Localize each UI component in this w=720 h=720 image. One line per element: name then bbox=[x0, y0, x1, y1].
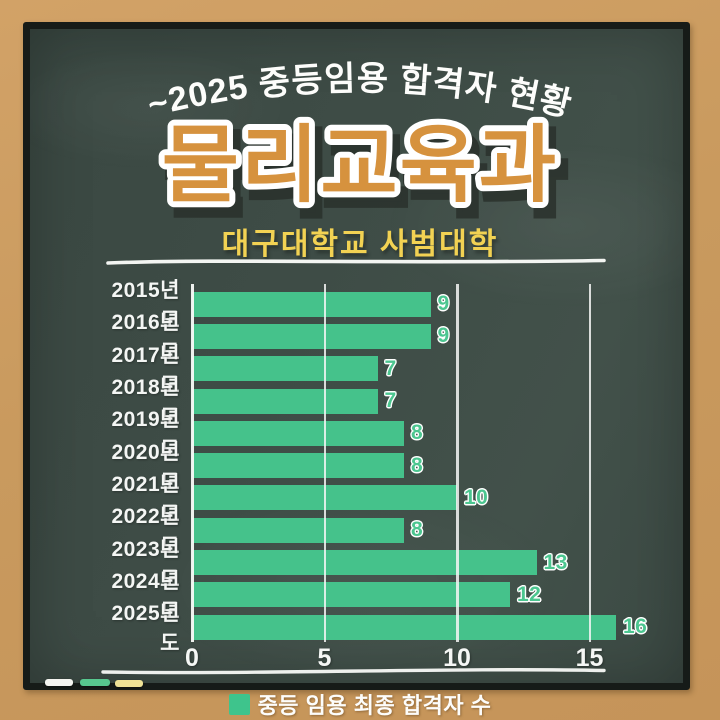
year-label: 2018년도 bbox=[111, 376, 180, 430]
x-tick-label: 5 bbox=[317, 644, 332, 672]
top-divider-line bbox=[106, 258, 606, 265]
year-label: 2025년도 bbox=[111, 602, 180, 656]
year-label: 2016년도 bbox=[111, 311, 180, 365]
chalk-piece-green bbox=[80, 679, 110, 686]
chart-row: 2023년도 13 bbox=[92, 538, 658, 591]
x-tick-label: 10 bbox=[443, 644, 471, 672]
year-label: 2015년도 bbox=[111, 279, 180, 333]
chart-row: 2025년도 16 bbox=[92, 602, 658, 655]
chalk-piece-yellow bbox=[115, 680, 143, 687]
bar-value-label: 13 bbox=[543, 550, 568, 574]
bottom-divider-line bbox=[101, 668, 606, 675]
bar-value-label: 10 bbox=[464, 485, 489, 509]
x-axis: 0 5 10 15 bbox=[185, 644, 632, 672]
bar-value-label: 8 bbox=[411, 421, 424, 445]
chalk-piece-white bbox=[45, 679, 73, 686]
chart-row: 2016년도 9 bbox=[92, 311, 658, 364]
chart-row: 2015년도 9 bbox=[92, 279, 658, 332]
bar bbox=[192, 323, 431, 349]
year-label: 2017년도 bbox=[111, 343, 180, 397]
chart-row: 2020년도 8 bbox=[92, 441, 658, 494]
chart-row: 2022년도 8 bbox=[92, 505, 658, 558]
year-label: 2022년도 bbox=[111, 505, 180, 559]
chart-row: 2017년도 7 bbox=[92, 344, 658, 397]
bar-chart: 2015년도 9 2016년도 9 2017년도 7 2018년도 7 2019년도 8 2020년… bbox=[92, 279, 658, 672]
legend-label: 중등 임용 최종 합격자 수 bbox=[257, 693, 492, 718]
arc-title: ~2025 중등임용 합격자 현황 bbox=[144, 60, 575, 125]
legend-swatch-icon bbox=[228, 693, 250, 715]
bar bbox=[192, 550, 537, 576]
bar bbox=[192, 388, 378, 414]
main-title-shadow: 물리교육과 bbox=[169, 128, 565, 222]
bar bbox=[192, 614, 616, 640]
year-label: 2020년도 bbox=[111, 440, 180, 494]
bar-value-label: 16 bbox=[623, 615, 648, 639]
x-tick-label: 0 bbox=[185, 644, 199, 672]
bar bbox=[192, 291, 431, 317]
chart-row: 2018년도 7 bbox=[92, 376, 658, 429]
x-tick-label: 15 bbox=[575, 644, 604, 672]
bar bbox=[192, 453, 404, 479]
chart-row: 2019년도 8 bbox=[92, 408, 658, 461]
bar-value-label: 9 bbox=[437, 292, 450, 316]
bar-value-label: 12 bbox=[517, 582, 542, 606]
bar bbox=[192, 485, 457, 511]
bar-value-label: 9 bbox=[437, 324, 450, 348]
year-label: 2021년도 bbox=[111, 472, 180, 526]
bar-value-label: 7 bbox=[384, 356, 397, 380]
bar-value-label: 8 bbox=[411, 453, 424, 477]
subtitle: 대구대학교 사범대학 bbox=[221, 228, 499, 261]
main-title-text: 물리교육과 bbox=[162, 118, 558, 212]
bar bbox=[192, 420, 404, 446]
year-label: 2019년도 bbox=[111, 408, 180, 462]
bar-value-label: 8 bbox=[411, 518, 424, 542]
year-label: 2023년도 bbox=[111, 537, 180, 591]
main-title: 물리교육과 물리교육과 bbox=[156, 112, 570, 229]
bar bbox=[192, 582, 510, 608]
year-label: 2024년도 bbox=[111, 569, 180, 623]
bar-value-label: 7 bbox=[384, 389, 397, 413]
chart-rows: 2015년도 9 2016년도 9 2017년도 7 2018년도 7 2019년도 8 2020년… bbox=[92, 279, 658, 655]
bar bbox=[192, 517, 404, 543]
chart-legend: 중등 임용 최종 합격자 수 bbox=[0, 691, 720, 718]
bar bbox=[192, 356, 378, 382]
